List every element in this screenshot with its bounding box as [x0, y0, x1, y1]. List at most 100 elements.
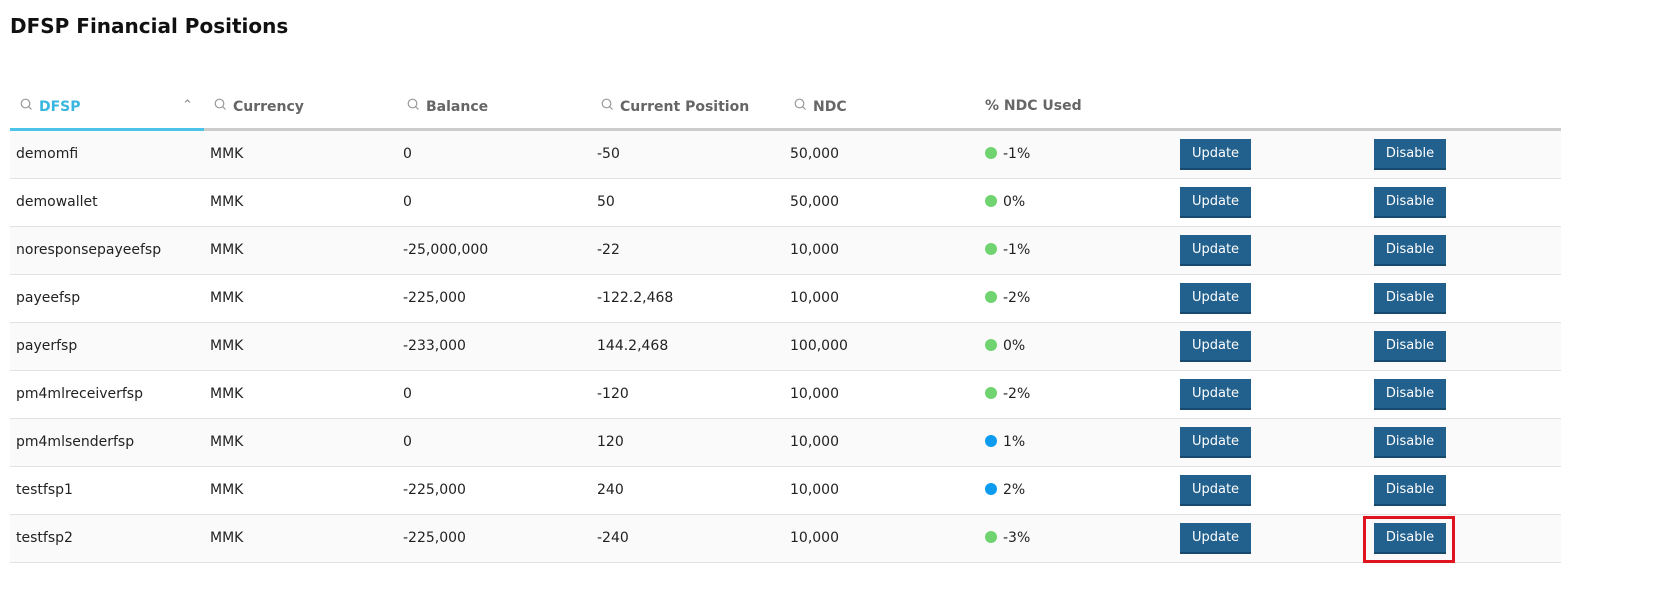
update-button[interactable]: Update — [1180, 283, 1251, 314]
cell-position: -122.2,468 — [597, 290, 674, 306]
disable-button[interactable]: Disable — [1374, 427, 1446, 458]
update-button[interactable]: Update — [1180, 139, 1251, 170]
disable-button[interactable]: Disable — [1374, 331, 1446, 362]
cell-dfsp: payerfsp — [16, 338, 78, 354]
cell-position: -22 — [597, 242, 620, 258]
cell-currency: MMK — [210, 386, 244, 402]
column-label: NDC — [813, 98, 847, 115]
cell-ndc: 50,000 — [790, 146, 839, 162]
cell-ndc-used: -3% — [985, 530, 1030, 546]
cell-balance: -233,000 — [403, 338, 466, 354]
search-icon[interactable] — [794, 98, 807, 115]
update-button[interactable]: Update — [1180, 235, 1251, 266]
disable-button[interactable]: Disable — [1374, 139, 1446, 170]
status-dot-icon — [985, 291, 997, 303]
cell-ndc-used: 1% — [985, 434, 1025, 450]
cell-ndc: 10,000 — [790, 434, 839, 450]
cell-ndc-used: -1% — [985, 242, 1030, 258]
update-button[interactable]: Update — [1180, 331, 1251, 362]
column-header-ndc[interactable]: NDC — [794, 98, 847, 115]
page-title: DFSP Financial Positions — [10, 14, 289, 38]
sort-ascending-icon[interactable]: ⌃ — [182, 98, 193, 113]
cell-currency: MMK — [210, 434, 244, 450]
cell-dfsp: pm4mlsenderfsp — [16, 434, 135, 450]
table-row: testfsp2 MMK -225,000 -240 10,000 -3% Update Di… — [10, 515, 1561, 563]
cell-ndc-used: 0% — [985, 338, 1025, 354]
cell-dfsp: payeefsp — [16, 290, 81, 306]
cell-balance: 0 — [403, 434, 412, 450]
cell-dfsp: noresponsepayeefsp — [16, 242, 162, 258]
status-dot-icon — [985, 483, 997, 495]
cell-dfsp: testfsp1 — [16, 482, 73, 498]
disable-button[interactable]: Disable — [1374, 379, 1446, 410]
cell-dfsp: demowallet — [16, 194, 98, 210]
search-icon[interactable] — [407, 98, 420, 115]
disable-button[interactable]: Disable — [1374, 235, 1446, 266]
cell-balance: -225,000 — [403, 530, 466, 546]
ndc-used-value: -1% — [1003, 242, 1031, 258]
highlight-box — [1363, 516, 1455, 563]
cell-dfsp: pm4mlreceiverfsp — [16, 386, 143, 402]
cell-position: -50 — [597, 146, 620, 162]
search-icon[interactable] — [214, 98, 227, 115]
cell-currency: MMK — [210, 194, 244, 210]
disable-button[interactable]: Disable — [1374, 475, 1446, 506]
cell-ndc: 10,000 — [790, 386, 839, 402]
cell-ndc: 50,000 — [790, 194, 839, 210]
cell-balance: -25,000,000 — [403, 242, 489, 258]
ndc-used-value: 1% — [1003, 434, 1026, 450]
cell-ndc-used: -2% — [985, 290, 1030, 306]
positions-table: ⌃ DFSP Currency Balance Current Position NDC… — [10, 88, 1561, 563]
cell-ndc-used: -1% — [985, 146, 1030, 162]
ndc-used-value: 0% — [1003, 338, 1026, 354]
disable-button[interactable]: Disable — [1374, 523, 1446, 554]
status-dot-icon — [985, 339, 997, 351]
cell-ndc: 10,000 — [790, 290, 839, 306]
update-button[interactable]: Update — [1180, 523, 1251, 554]
update-button[interactable]: Update — [1180, 427, 1251, 458]
cell-ndc-used: 0% — [985, 194, 1025, 210]
table-row: pm4mlreceiverfsp MMK 0 -120 10,000 -2% Update D… — [10, 371, 1561, 419]
cell-ndc: 10,000 — [790, 530, 839, 546]
table-row: payeefsp MMK -225,000 -122.2,468 10,000 -2% Up… — [10, 275, 1561, 323]
status-dot-icon — [985, 243, 997, 255]
cell-ndc-used: 2% — [985, 482, 1025, 498]
update-button[interactable]: Update — [1180, 475, 1251, 506]
column-header-currency[interactable]: Currency — [214, 98, 304, 115]
ndc-used-value: 2% — [1003, 482, 1026, 498]
column-header-ndc-used[interactable]: % NDC Used — [985, 98, 1082, 114]
disable-button[interactable]: Disable — [1374, 283, 1446, 314]
column-label: DFSP — [39, 98, 81, 115]
cell-currency: MMK — [210, 530, 244, 546]
update-button[interactable]: Update — [1180, 187, 1251, 218]
column-label: Currency — [233, 98, 304, 115]
active-column-indicator — [10, 128, 204, 131]
ndc-used-value: -2% — [1003, 290, 1031, 306]
table-row: payerfsp MMK -233,000 144.2,468 100,000 0% Upd… — [10, 323, 1561, 371]
ndc-used-value: -3% — [1003, 530, 1031, 546]
ndc-used-value: -2% — [1003, 386, 1031, 402]
cell-currency: MMK — [210, 242, 244, 258]
column-header-dfsp[interactable]: DFSP — [20, 98, 81, 115]
table-row: noresponsepayeefsp MMK -25,000,000 -22 10,00… — [10, 227, 1561, 275]
search-icon[interactable] — [601, 98, 614, 115]
cell-ndc: 100,000 — [790, 338, 848, 354]
status-dot-icon — [985, 387, 997, 399]
cell-balance: 0 — [403, 194, 412, 210]
disable-button[interactable]: Disable — [1374, 187, 1446, 218]
cell-balance: 0 — [403, 386, 412, 402]
table-row: testfsp1 MMK -225,000 240 10,000 2% Update Disa… — [10, 467, 1561, 515]
cell-ndc: 10,000 — [790, 242, 839, 258]
column-label: Current Position — [620, 98, 750, 115]
column-header-balance[interactable]: Balance — [407, 98, 488, 115]
cell-position: 144.2,468 — [597, 338, 669, 354]
search-icon[interactable] — [20, 98, 33, 115]
table-header: ⌃ DFSP Currency Balance Current Position NDC… — [10, 88, 1561, 131]
cell-position: 240 — [597, 482, 624, 498]
column-header-current-position[interactable]: Current Position — [601, 98, 749, 115]
cell-position: -240 — [597, 530, 629, 546]
update-button[interactable]: Update — [1180, 379, 1251, 410]
ndc-used-value: 0% — [1003, 194, 1026, 210]
cell-dfsp: testfsp2 — [16, 530, 73, 546]
table-row: pm4mlsenderfsp MMK 0 120 10,000 1% Update Disab… — [10, 419, 1561, 467]
